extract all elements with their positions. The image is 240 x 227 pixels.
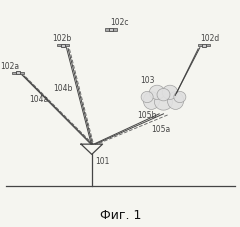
Bar [12, 72, 16, 74]
Bar [65, 44, 69, 46]
Text: 101: 101 [95, 157, 110, 166]
Bar [113, 29, 117, 30]
Text: 103: 103 [140, 76, 154, 85]
Bar [61, 44, 65, 47]
Text: 104b: 104b [54, 84, 73, 93]
Ellipse shape [174, 91, 186, 103]
Text: Фиг. 1: Фиг. 1 [100, 209, 141, 222]
Bar [16, 71, 20, 74]
Text: 102d: 102d [201, 34, 220, 43]
Ellipse shape [141, 91, 153, 103]
Ellipse shape [157, 89, 170, 101]
Bar [206, 44, 210, 46]
Text: 102a: 102a [0, 62, 19, 71]
Text: 105a: 105a [151, 125, 171, 134]
Text: 102c: 102c [110, 18, 128, 27]
Ellipse shape [155, 94, 173, 110]
Bar [20, 72, 24, 74]
Text: 102b: 102b [52, 34, 72, 43]
Ellipse shape [143, 92, 160, 109]
Text: 105b: 105b [137, 111, 156, 120]
Ellipse shape [167, 92, 184, 109]
Bar [198, 44, 202, 46]
Text: 104a: 104a [30, 95, 49, 104]
Bar [109, 28, 113, 31]
Ellipse shape [149, 85, 165, 99]
Bar [202, 44, 206, 47]
Ellipse shape [162, 85, 178, 99]
Bar [57, 44, 61, 46]
Bar [105, 29, 109, 30]
